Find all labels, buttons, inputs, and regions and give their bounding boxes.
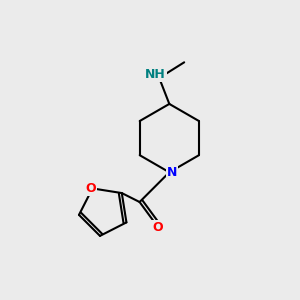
Text: O: O — [152, 221, 163, 234]
Text: NH: NH — [145, 68, 166, 81]
Text: N: N — [167, 166, 177, 179]
Text: O: O — [86, 182, 96, 195]
